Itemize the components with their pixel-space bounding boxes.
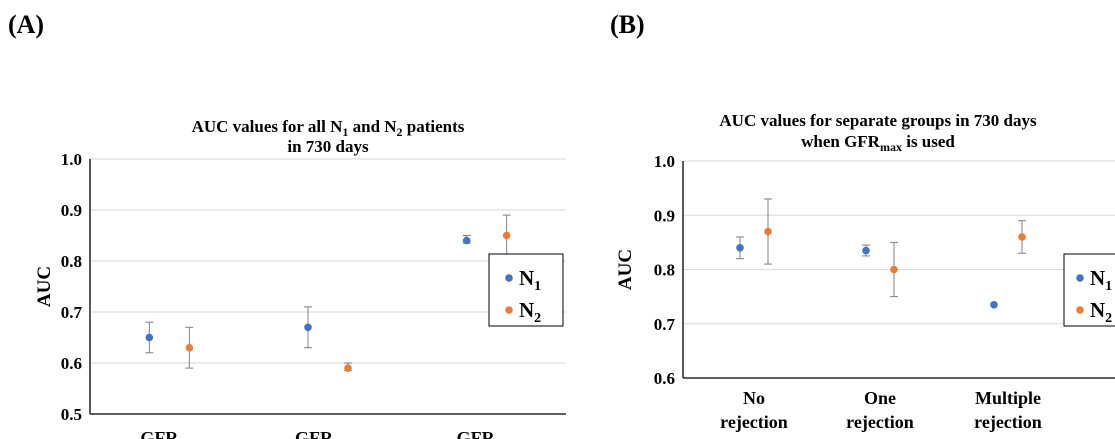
data-point-n1 [862,246,870,255]
data-point-n2 [764,227,772,236]
chart-a-title-line1: AUC values for all N1 and N2 patients [192,117,465,139]
legend-marker [505,274,513,282]
y-axis-label: AUC [615,249,636,290]
legend-box [488,253,564,327]
data-point-n2 [1018,233,1026,241]
panel-label-a: (A) [8,10,45,39]
y-axis-label: AUC [34,266,55,307]
y-tick-label: 0.8 [61,252,82,271]
x-tick-label: GFRmax [457,428,517,439]
chart-b-title-line1: AUC values for separate groups in 730 da… [719,111,1037,130]
x-tick-label: No rejection [720,388,788,432]
data-point-n2 [344,364,352,372]
data-point-n1 [990,300,998,309]
y-tick-label: 0.6 [61,354,82,373]
legend-marker [1076,306,1084,314]
data-point-n2 [890,265,898,274]
legend-label: N1 [1090,266,1112,294]
legend-marker [505,306,513,314]
panel-label-b: (B) [610,10,645,39]
y-tick-label: 0.8 [654,261,675,280]
data-point-n2 [502,231,511,240]
x-tick-label: GFRmean [295,428,361,439]
y-tick-label: 0.9 [61,201,82,220]
data-point-n2 [185,343,194,352]
data-point-n1 [145,333,154,342]
y-tick-label: 1.0 [654,152,675,171]
y-tick-label: 1.0 [61,150,82,169]
y-tick-label: 0.9 [654,206,675,225]
legend-box [1063,253,1115,327]
y-tick-label: 0.7 [61,303,83,322]
legend-label: N2 [519,298,541,326]
x-tick-label: Multiple rejection [974,388,1042,432]
x-tick-label: GFRmin [140,428,198,439]
data-point-n1 [462,236,471,245]
legend-label: N2 [1090,298,1112,326]
legend-marker [1076,274,1084,282]
chart-b-title-line2: when GFRmax is used [801,132,955,154]
chart-a-title-line2: in 730 days [287,137,369,156]
data-point-n1 [736,244,744,252]
y-tick-label: 0.7 [654,315,676,334]
x-tick-label: One rejection [846,388,914,432]
legend-label: N1 [519,266,541,294]
y-tick-label: 0.6 [654,369,675,388]
y-tick-label: 0.5 [61,405,82,424]
data-point-n1 [304,323,312,332]
